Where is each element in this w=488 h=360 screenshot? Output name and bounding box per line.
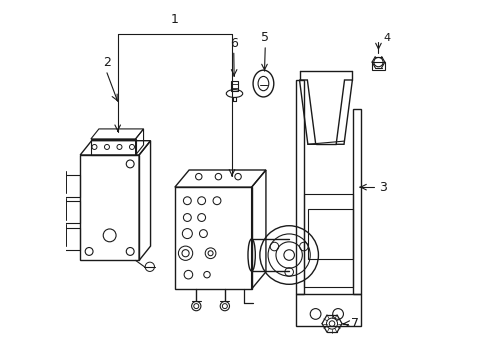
Bar <box>371 62 384 70</box>
Text: 1: 1 <box>170 13 179 26</box>
Bar <box>307 208 352 258</box>
Text: 6: 6 <box>229 37 237 50</box>
Bar <box>230 81 238 91</box>
Text: 4: 4 <box>383 33 390 43</box>
Text: 2: 2 <box>103 55 111 69</box>
Text: 5: 5 <box>261 31 269 44</box>
Text: 3: 3 <box>378 181 386 194</box>
Text: 7: 7 <box>350 317 358 330</box>
